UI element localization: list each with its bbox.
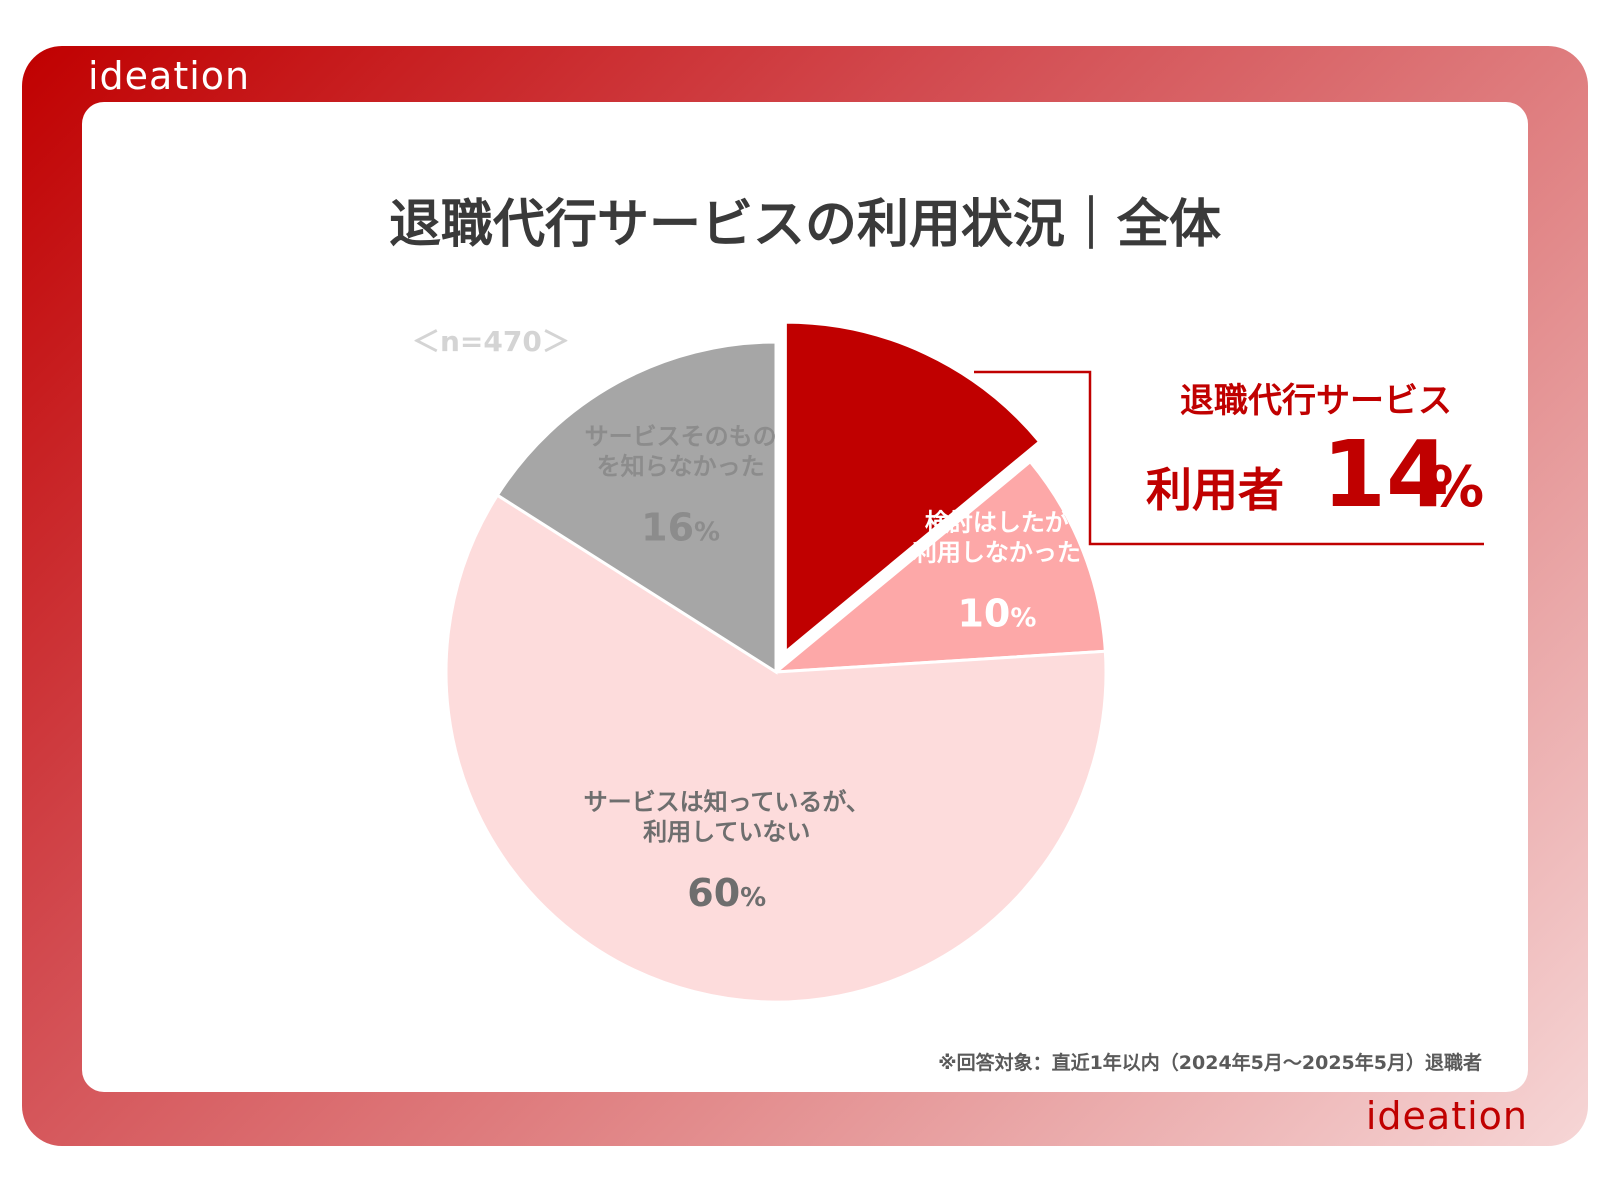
sample-size-label: ＜n=470＞ bbox=[412, 325, 570, 358]
pie-slice bbox=[495, 340, 778, 675]
pie-slice-label: サービスそのものを知らなかった bbox=[585, 422, 777, 480]
frame: ideation 退職代行サービスの利用状況｜全体 ＜n=470＞ ※回答対象：… bbox=[22, 46, 1588, 1146]
pie-slice-label: サービスは知っているが、利用していない bbox=[584, 788, 870, 846]
logo-bottom: ideation bbox=[1365, 1094, 1528, 1138]
callout-unit: % bbox=[1428, 455, 1484, 520]
pie-slice-value: 60% bbox=[687, 871, 766, 915]
callout-leader-line bbox=[974, 370, 1484, 546]
callout-value: 14 bbox=[1322, 421, 1450, 528]
callout-line2: 利用者 bbox=[1146, 463, 1284, 517]
chart-title: 退職代行サービスの利用状況｜全体 bbox=[388, 195, 1221, 255]
callout-line1: 退職代行サービス bbox=[1180, 381, 1452, 421]
footnote: ※回答対象：直近1年以内（2024年5月〜2025年5月）退職者 bbox=[938, 1052, 1482, 1074]
callout: 退職代行サービス 利用者 14 % bbox=[1146, 381, 1484, 528]
pie-slice-value: 10% bbox=[957, 592, 1036, 636]
pie-slice-label: 検討はしたが利用しなかった bbox=[913, 509, 1081, 567]
pie-slice bbox=[783, 320, 1042, 656]
pie-labels: 検討はしたが利用しなかった 10% サービスは知っているが、利用していない 60% サー… bbox=[584, 422, 1081, 914]
pie-slices bbox=[444, 320, 1108, 1004]
pie-slice bbox=[771, 459, 1107, 674]
pie-slice bbox=[444, 493, 1108, 1004]
pie-slice-value: 16% bbox=[641, 505, 720, 549]
logo-top: ideation bbox=[88, 54, 251, 98]
